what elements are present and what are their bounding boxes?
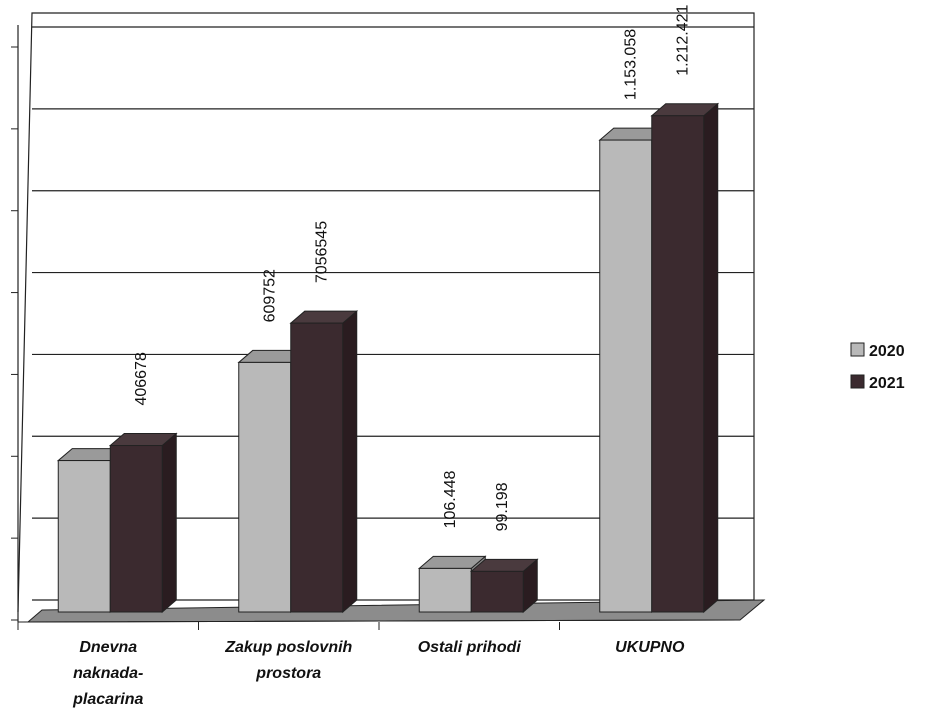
data-label: 99.198 (494, 482, 511, 531)
bar-side (342, 310, 358, 614)
bar (418, 567, 472, 613)
bar (470, 570, 524, 613)
x-tick-label: Ostali prihodi (418, 639, 522, 656)
bar (599, 139, 653, 613)
bar-side (161, 432, 177, 614)
legend-label: 2020 (869, 343, 905, 360)
x-tick-label: placarina (72, 691, 143, 708)
x-tick-label: naknada- (73, 665, 143, 682)
data-label: 406678 (133, 352, 150, 405)
x-tick-label: prostora (255, 665, 321, 682)
legend-swatch (850, 342, 865, 357)
bar (109, 445, 163, 613)
x-tick-label: Zakup poslovnih (224, 639, 352, 656)
data-label: 7056545 (314, 221, 331, 283)
data-label: 609752 (262, 269, 279, 322)
bar (57, 460, 111, 613)
x-axis (17, 619, 741, 623)
legend-label: 2021 (869, 375, 905, 392)
data-label: 1.212.421 (675, 4, 692, 75)
wall (17, 12, 755, 613)
legend-swatch (850, 374, 865, 389)
bar-side (703, 102, 719, 614)
x-tick-label: UKUPNO (615, 639, 685, 656)
bar (238, 361, 292, 613)
bar (651, 115, 705, 613)
data-label: 1.153.058 (623, 29, 640, 100)
bar (290, 322, 344, 613)
x-tick-label: Dnevna (79, 639, 137, 656)
data-label: 106.448 (442, 470, 459, 528)
